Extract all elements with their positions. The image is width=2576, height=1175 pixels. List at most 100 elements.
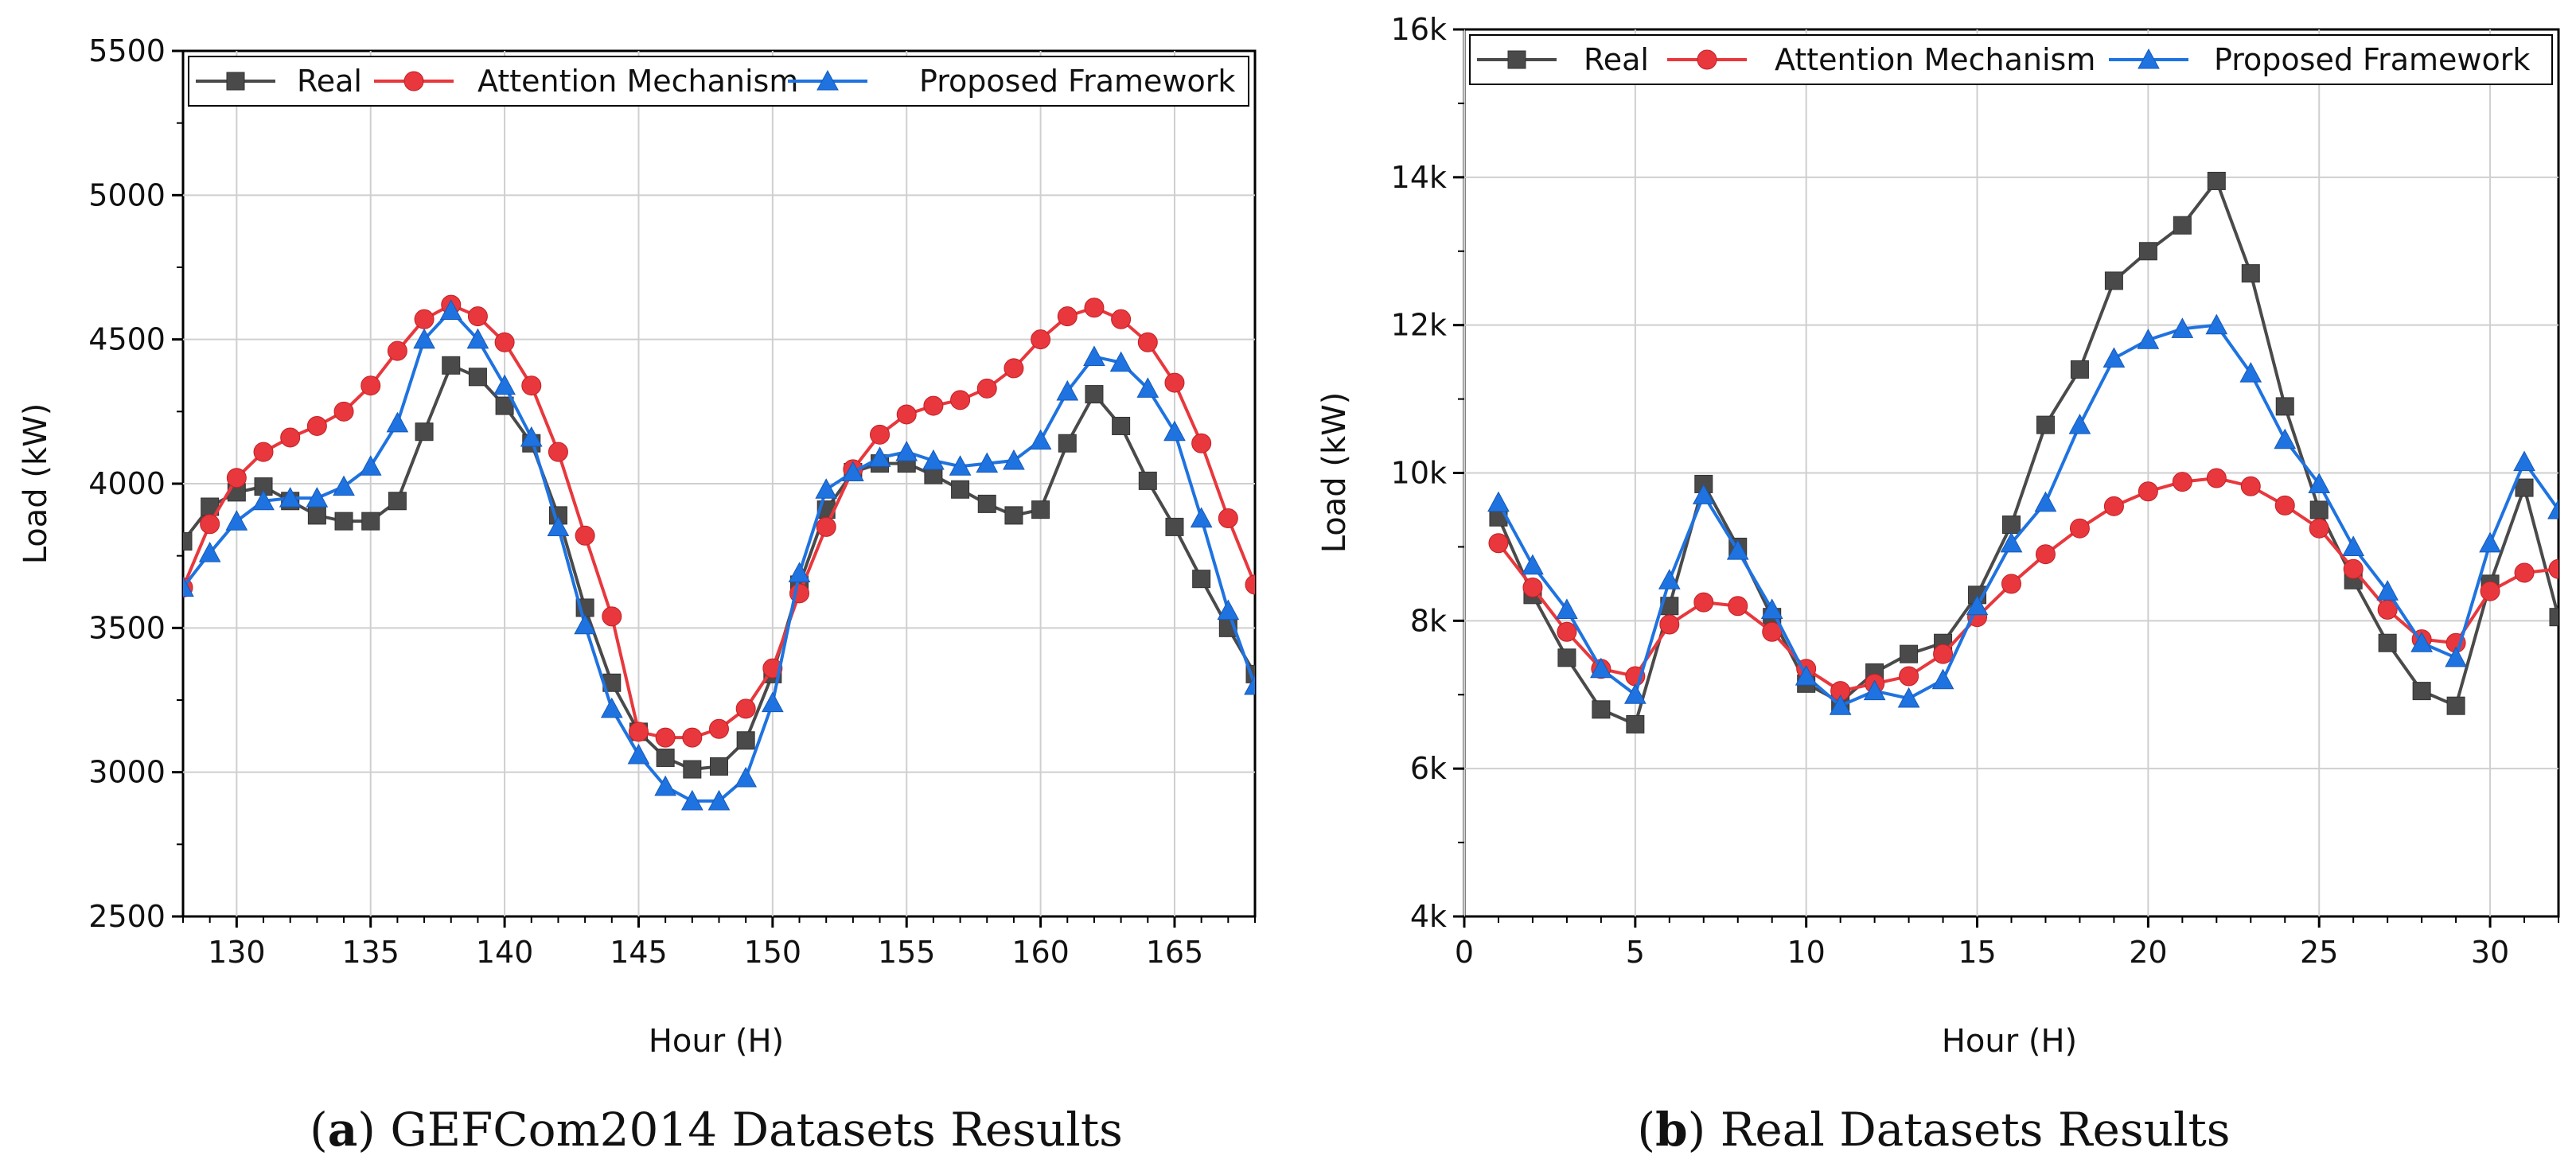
data-point-a-2 — [895, 441, 918, 461]
data-point-a-2 — [627, 743, 650, 765]
data-point-b-2 — [2205, 313, 2228, 335]
x-tick-label-a: 160 — [1011, 935, 1070, 970]
y-tick-label-b: 8k — [1410, 603, 1447, 638]
data-point-b-1 — [2069, 518, 2090, 539]
data-point-b-0 — [2275, 397, 2294, 416]
data-point-b-0 — [2173, 216, 2192, 235]
data-point-a-1 — [870, 424, 890, 445]
data-point-a-1 — [333, 401, 354, 422]
data-point-a-2 — [439, 299, 462, 320]
data-point-a-0 — [1058, 434, 1077, 453]
data-point-a-0 — [1165, 517, 1184, 536]
data-point-a-2 — [333, 475, 355, 496]
x-tick-label-a: 150 — [744, 935, 802, 970]
data-point-a-1 — [1084, 298, 1105, 318]
data-point-b-2 — [2137, 329, 2160, 349]
data-point-b-2 — [1760, 598, 1783, 619]
data-point-a-1 — [628, 722, 649, 742]
y-tick-label-b: 12k — [1391, 308, 1447, 343]
data-point-a-1 — [602, 606, 622, 627]
data-point-a-0 — [361, 512, 380, 531]
data-point-b-0 — [1900, 644, 1919, 663]
data-point-a-1 — [735, 698, 756, 719]
y-tick-label-a: 5000 — [88, 177, 166, 212]
data-point-a-1 — [1111, 309, 1132, 329]
data-point-a-1 — [923, 395, 944, 416]
data-point-a-2 — [842, 461, 864, 482]
data-point-b-1 — [2548, 558, 2558, 579]
data-point-a-2 — [386, 411, 409, 433]
data-point-b-1 — [1728, 596, 1748, 617]
data-point-a-2 — [1217, 599, 1240, 621]
data-point-a-1 — [816, 516, 836, 537]
y-tick-label-a: 3500 — [88, 610, 166, 645]
data-point-b-0 — [2515, 478, 2534, 497]
data-point-a-2 — [1244, 674, 1255, 695]
data-point-b-2 — [1522, 554, 1544, 575]
y-tick-label-a: 3000 — [88, 755, 166, 790]
data-point-b-2 — [2342, 535, 2365, 556]
data-point-b-0 — [1557, 648, 1576, 667]
data-point-b-2 — [2547, 498, 2558, 519]
data-point-a-0 — [1031, 500, 1050, 519]
data-point-a-1 — [306, 415, 327, 436]
data-point-b-1 — [1693, 592, 1714, 613]
data-point-a-2 — [225, 510, 248, 531]
data-point-a-2 — [1003, 449, 1025, 470]
data-point-b-2 — [1658, 569, 1681, 589]
data-point-a-1 — [1004, 358, 1024, 379]
x-axis-label-a: Hour (H) — [649, 1023, 784, 1060]
caption-a-text: GEFCom2014 Datasets Results — [376, 1103, 1123, 1157]
data-point-a-2 — [493, 374, 516, 395]
data-point-a-2 — [520, 426, 543, 447]
data-point-a-0 — [388, 492, 407, 511]
data-point-a-1 — [950, 390, 971, 410]
data-point-b-0 — [2070, 360, 2089, 379]
data-point-b-1 — [1488, 533, 1509, 554]
data-point-b-1 — [2240, 476, 2261, 496]
data-point-b-2 — [2479, 531, 2501, 553]
panel-a-chart: 130 135 140 145 150 155 160 165 2500 3000 3500 4000… — [18, 33, 1257, 1157]
data-point-a-1 — [280, 427, 301, 448]
data-point-a-2 — [976, 452, 999, 473]
x-axis-label-b: Hour (H) — [1942, 1023, 2077, 1060]
legend-marker-b-1 — [1697, 49, 1717, 70]
data-point-b-1 — [2274, 495, 2295, 516]
data-point-a-2 — [1029, 429, 1052, 450]
y-tick-label-b: 4k — [1410, 899, 1447, 934]
data-point-a-2 — [574, 613, 596, 635]
data-point-b-2 — [2102, 347, 2126, 368]
data-point-a-2 — [306, 487, 329, 508]
data-point-a-2 — [922, 449, 945, 470]
data-point-a-2 — [359, 455, 382, 476]
data-point-a-0 — [656, 749, 675, 768]
data-point-b-1 — [2103, 496, 2124, 516]
data-point-a-1 — [494, 332, 515, 352]
data-point-b-2 — [2410, 632, 2433, 652]
data-point-a-0 — [977, 494, 996, 513]
data-point-b-2 — [1795, 664, 1818, 686]
data-point-a-2 — [1109, 351, 1132, 372]
data-point-b-2 — [1726, 539, 1749, 560]
x-tick-label-b: 30 — [2471, 935, 2509, 970]
data-point-b-1 — [2035, 544, 2056, 565]
x-tick-label-a: 130 — [208, 935, 266, 970]
data-point-a-1 — [1218, 508, 1238, 529]
data-point-b-1 — [2206, 468, 2227, 488]
data-point-a-0 — [307, 506, 326, 525]
data-point-b-2 — [1863, 679, 1886, 701]
data-point-a-2 — [762, 691, 784, 713]
data-point-b-1 — [2172, 472, 2192, 492]
data-point-b-0 — [2138, 242, 2157, 261]
y-tick-label-b: 16k — [1391, 12, 1447, 47]
data-point-a-1 — [1031, 329, 1051, 350]
data-point-a-2 — [707, 789, 731, 811]
legend-label-a-0: Real — [297, 64, 362, 99]
data-point-b-2 — [2376, 580, 2399, 601]
data-point-a-1 — [200, 514, 220, 535]
caption-b: (b) Real Datasets Results — [1637, 1103, 2230, 1157]
data-point-b-2 — [2239, 362, 2262, 383]
data-point-a-2 — [1163, 420, 1186, 442]
data-point-a-2 — [654, 775, 676, 796]
series-b-2 — [1487, 313, 2558, 715]
